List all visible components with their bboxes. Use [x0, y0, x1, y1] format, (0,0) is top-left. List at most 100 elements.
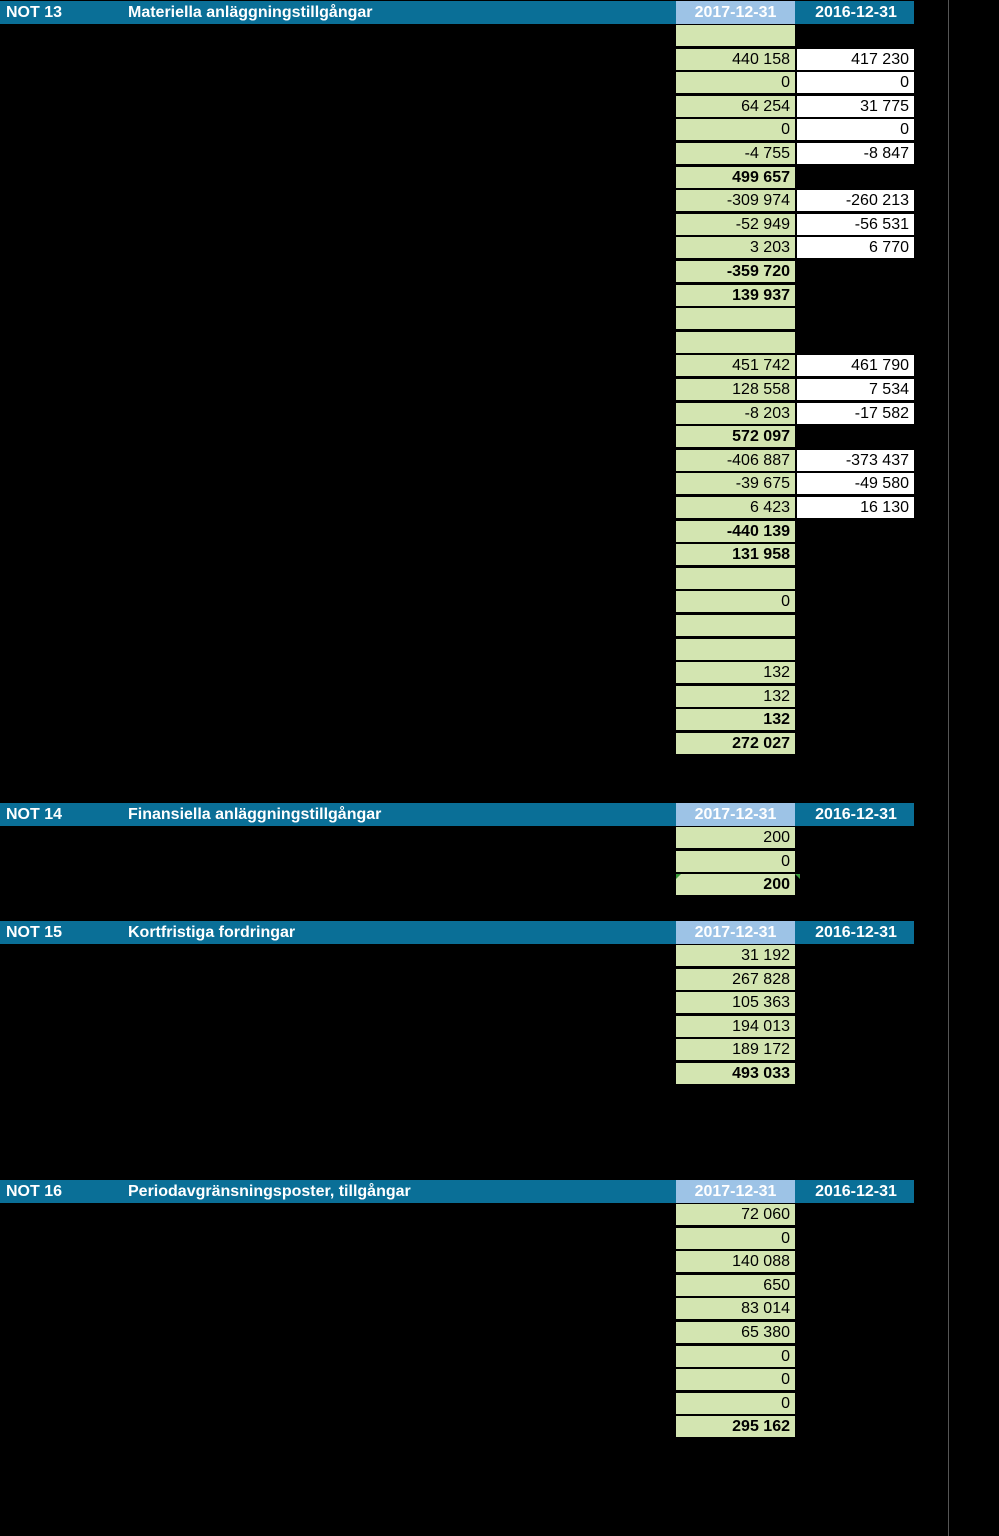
cell-2016[interactable]: -260 213 [797, 190, 914, 213]
cell-2016[interactable]: 0 [797, 119, 914, 142]
cell-2017[interactable]: -309 974 [676, 190, 795, 213]
table-row: 272 027 [0, 733, 914, 756]
cell-2017[interactable]: 650 [676, 1274, 795, 1297]
note-number: NOT 14 [6, 806, 63, 823]
cell-2017[interactable]: -359 720 [676, 261, 795, 283]
cell-2016[interactable]: 0 [797, 72, 914, 95]
cell-2017[interactable]: 31 192 [676, 945, 795, 967]
note-header: NOT 15 Kortfristiga fordringar 2017-12-31 2… [0, 921, 914, 944]
cell-2017[interactable]: 83 014 [676, 1298, 795, 1321]
table-row: 200 [0, 874, 914, 897]
cell-2017[interactable]: 0 [676, 1345, 795, 1368]
table-row: -359 720 [0, 261, 914, 284]
cell-2017[interactable]: 272 027 [676, 733, 795, 755]
cell-2017[interactable]: 189 172 [676, 1039, 795, 1062]
cell-2017[interactable]: 295 162 [676, 1416, 795, 1439]
table-row: 72 060 [0, 1204, 914, 1227]
cell-2017[interactable]: 194 013 [676, 1015, 795, 1038]
cell-2017[interactable]: 132 [676, 709, 795, 732]
cell-2016[interactable]: -49 580 [797, 473, 914, 496]
cell-2017[interactable]: 140 088 [676, 1251, 795, 1274]
table-row: 132 [0, 662, 914, 685]
cell-2017[interactable]: -52 949 [676, 213, 795, 236]
cell-2017[interactable]: 493 033 [676, 1063, 795, 1085]
cell-2017[interactable]: 132 [676, 662, 795, 685]
table-row: 105 363 [0, 992, 914, 1015]
cell-2016[interactable]: -56 531 [797, 213, 914, 236]
cell-2017[interactable] [676, 615, 795, 637]
cell-2017[interactable]: 0 [676, 1369, 795, 1392]
cell-2017[interactable]: 139 937 [676, 284, 795, 307]
table-row [0, 638, 914, 662]
cell-2017[interactable]: 0 [676, 591, 795, 614]
table-row: -406 887 -373 437 [0, 449, 914, 473]
column-header-2017: 2017-12-31 [676, 803, 795, 826]
table-row [0, 25, 914, 48]
table-row: -440 139 [0, 520, 914, 544]
cell-2017[interactable] [676, 25, 795, 47]
cell-2017[interactable]: 0 [676, 1392, 795, 1415]
column-header-2016: 2016-12-31 [815, 1183, 897, 1200]
cell-2016[interactable]: 16 130 [797, 497, 914, 519]
table-row: 31 192 [0, 945, 914, 968]
cell-2017[interactable]: 267 828 [676, 968, 795, 991]
cell-2017[interactable]: 64 254 [676, 95, 795, 118]
cell-2016[interactable]: 461 790 [797, 355, 914, 378]
cell-2017[interactable] [676, 308, 795, 331]
cell-2017[interactable] [676, 567, 795, 590]
table-row: 267 828 [0, 968, 914, 992]
cell-2017[interactable] [676, 638, 795, 661]
cell-2017[interactable]: -39 675 [676, 473, 795, 496]
cell-2017[interactable] [676, 331, 795, 354]
table-row: 0 [0, 591, 914, 614]
table-row: 650 [0, 1274, 914, 1298]
table-row: 440 158 417 230 [0, 48, 914, 72]
table-row: 131 958 [0, 544, 914, 567]
cell-2017[interactable]: 451 742 [676, 355, 795, 378]
cell-2017[interactable]: 200 [676, 827, 795, 849]
cell-2017[interactable]: 132 [676, 685, 795, 708]
cell-2016[interactable]: 6 770 [797, 237, 914, 260]
cell-2017[interactable]: 499 657 [676, 166, 795, 189]
table-row: 132 [0, 709, 914, 732]
cell-2017[interactable]: 65 380 [676, 1322, 795, 1344]
table-row [0, 615, 914, 638]
table-row: 189 172 [0, 1039, 914, 1062]
table-row: 295 162 [0, 1416, 914, 1439]
cell-2017[interactable]: -406 887 [676, 449, 795, 472]
note-number: NOT 16 [6, 1183, 63, 1200]
cell-2016[interactable]: 417 230 [797, 48, 914, 71]
table-row: -4 755 -8 847 [0, 143, 914, 166]
cell-2016[interactable]: -8 847 [797, 143, 914, 165]
table-row: 139 937 [0, 284, 914, 308]
column-header-2016: 2016-12-31 [815, 806, 897, 823]
cell-2017[interactable]: 572 097 [676, 426, 795, 449]
table-row: 572 097 [0, 426, 914, 449]
cell-2017[interactable]: 0 [676, 72, 795, 95]
column-header-2017: 2017-12-31 [676, 921, 795, 944]
column-header-2016: 2016-12-31 [815, 924, 897, 941]
cell-2017[interactable]: 131 958 [676, 544, 795, 567]
cell-2017[interactable]: 0 [676, 850, 795, 873]
table-row: -52 949 -56 531 [0, 213, 914, 237]
cell-2017[interactable]: 72 060 [676, 1204, 795, 1226]
table-row: 200 [0, 827, 914, 850]
cell-2017[interactable]: 200 [676, 874, 795, 897]
cell-2017[interactable]: 0 [676, 119, 795, 142]
cell-2017[interactable]: 0 [676, 1227, 795, 1250]
cell-2017[interactable]: 440 158 [676, 48, 795, 71]
table-row: 0 [0, 850, 914, 874]
cell-2016[interactable]: -17 582 [797, 402, 914, 425]
cell-2016[interactable]: 7 534 [797, 379, 914, 401]
cell-2017[interactable]: 128 558 [676, 379, 795, 401]
cell-2017[interactable]: -440 139 [676, 520, 795, 543]
cell-2017[interactable]: 105 363 [676, 992, 795, 1015]
cell-2016[interactable]: -373 437 [797, 449, 914, 472]
cell-2017[interactable]: -4 755 [676, 143, 795, 165]
cell-2016[interactable]: 31 775 [797, 95, 914, 118]
error-indicator-icon [795, 874, 800, 880]
cell-2017[interactable]: 6 423 [676, 497, 795, 519]
cell-2017[interactable]: -8 203 [676, 402, 795, 425]
cell-2017[interactable]: 3 203 [676, 237, 795, 260]
table-row [0, 308, 914, 331]
